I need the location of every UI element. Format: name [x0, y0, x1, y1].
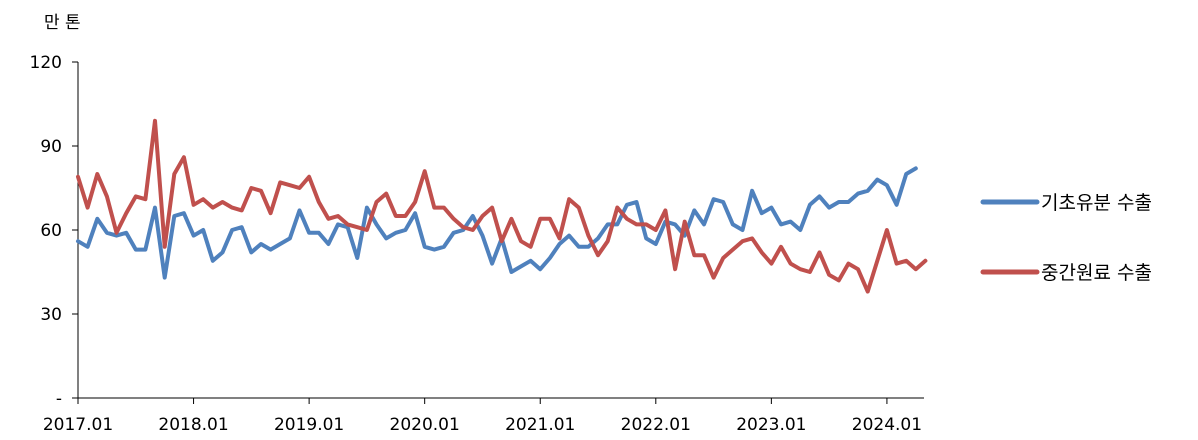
x-tick-label: 2024.01: [852, 415, 922, 435]
y-tick-label: 30: [40, 305, 62, 325]
axes: 120 90 60 30 - 2017.01 2018.01 2019.01 2020.01 20…: [30, 53, 924, 435]
series-line-1: [76, 166, 918, 280]
legend-label: 기초유분 수출: [1041, 192, 1152, 214]
x-tick-label: 2023.01: [736, 415, 806, 435]
y-tick-label: 120: [30, 53, 62, 73]
x-tick-label: 2020.01: [390, 415, 460, 435]
legend-label: 중간원료 수출: [1041, 262, 1152, 284]
x-tick-label: 2022.01: [621, 415, 691, 435]
y-tick-label: 90: [40, 137, 62, 157]
x-tick-label: 2017.01: [43, 415, 113, 435]
y-axis-unit-label: 만 톤: [44, 13, 81, 33]
y-tick-label: -: [56, 389, 62, 409]
legend-item: 기초유분 수출: [980, 192, 1152, 214]
y-tick-label: 60: [40, 221, 62, 241]
series-line-2: [76, 118, 928, 294]
x-tick-label: 2019.01: [274, 415, 344, 435]
x-tick-label: 2018.01: [158, 415, 228, 435]
series-lines: [76, 118, 928, 294]
x-tick-label: 2021.01: [505, 415, 575, 435]
legend-item: 중간원료 수출: [980, 262, 1152, 284]
